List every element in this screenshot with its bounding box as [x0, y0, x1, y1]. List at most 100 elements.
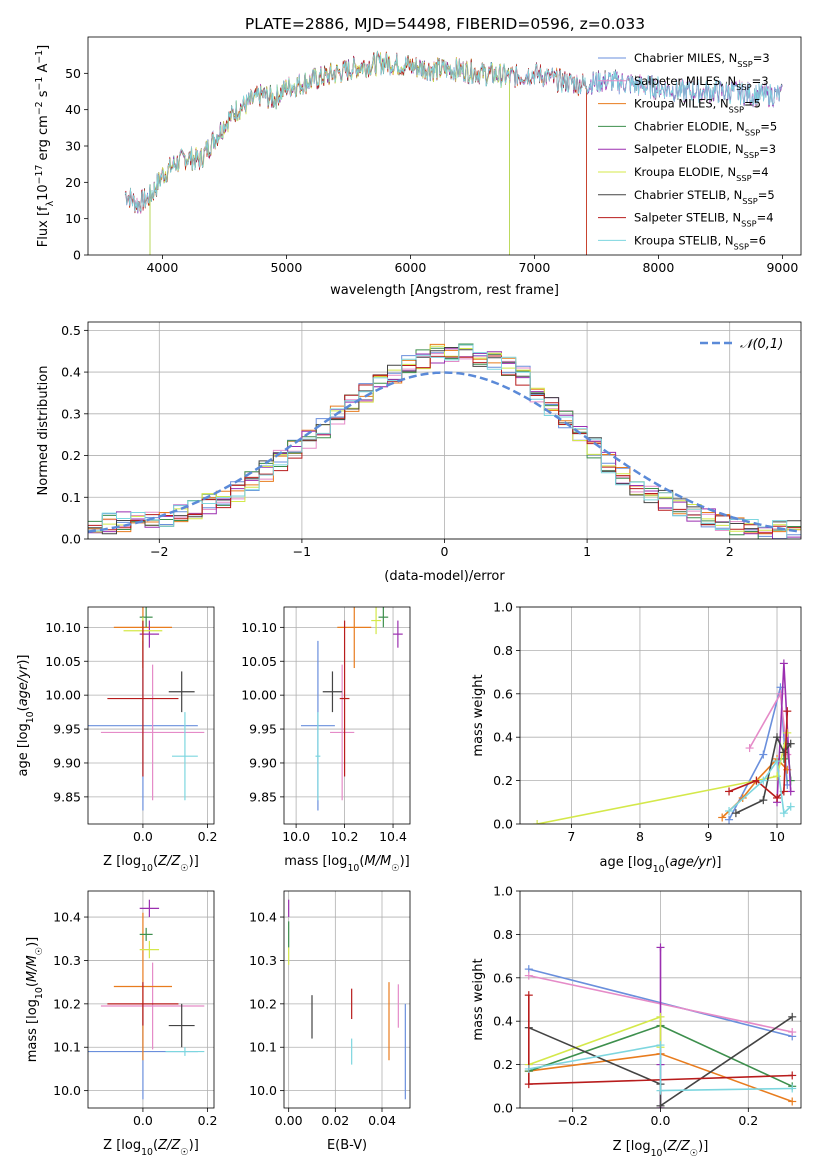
- legend-entry: Chabrier MILES, NSSP=3: [634, 51, 770, 69]
- plot-area: [124, 50, 783, 255]
- y-tick-label: 9.95: [53, 722, 81, 737]
- x-tick-label: 5000: [270, 260, 302, 275]
- x-tick-label: 8000: [642, 260, 674, 275]
- y-axis-label: Flux [fλ10−17 erg cm−2 s−1 A−1]: [34, 45, 56, 247]
- x-axis-label: Z [log10(Z/Z☉)]: [103, 1138, 199, 1158]
- chart-panel-8: −0.2 0.0 0.2 0.0 0.2 0.4 0.6 0.8 1.0 Z [log10(Z/Z…: [471, 884, 802, 1159]
- x-axis-label: Z [log10(Z/Z☉)]: [613, 1139, 709, 1159]
- chart-panel-6: 0.0 0.2 10.0 10.1 10.2 10.3 10.4 Z [log10(Z/Z☉)…: [25, 890, 218, 1158]
- y-tick-label: 0.0: [493, 817, 513, 832]
- weight-series-7: [528, 1016, 793, 1108]
- y-axis-label: Normed distribution: [36, 366, 51, 496]
- chart-panel-4: 10.0 10.2 10.4 9.85 9.90 9.95 10.00 10.05 10.10 m…: [241, 606, 411, 874]
- x-tick-label: 0.2: [198, 829, 218, 844]
- y-tick-label: 0.5: [61, 323, 81, 338]
- y-tick-label: 0.2: [493, 1057, 513, 1072]
- plot-area: [288, 899, 406, 1100]
- y-tick-label: 0.0: [493, 1101, 513, 1116]
- x-tick-label: 9000: [766, 260, 798, 275]
- legend-entry: Chabrier ELODIE, NSSP=5: [634, 119, 777, 137]
- chart-panel-2: −2 −1 0 1 2 0.0 0.1 0.2 0.3 0.4 0.5 𝒩(0,1) (data-mod…: [36, 321, 802, 584]
- y-tick-label: 40: [65, 102, 81, 117]
- y-tick-label: 9.90: [53, 755, 81, 770]
- y-tick-label: 0.4: [493, 730, 513, 745]
- y-tick-label: 10.3: [249, 953, 277, 968]
- y-tick-label: 10.00: [241, 688, 277, 703]
- y-tick-label: 10.2: [249, 996, 277, 1011]
- plot-area: [88, 343, 801, 539]
- axes-frame: [87, 321, 802, 540]
- x-tick-label: 0.0: [133, 829, 153, 844]
- y-tick-label: 9.85: [249, 789, 277, 804]
- x-tick-label: 7000: [518, 260, 550, 275]
- x-axis-label: (data-model)/error: [384, 569, 505, 584]
- y-axis-label: mass weight: [471, 674, 486, 756]
- y-tick-label: 0.2: [61, 448, 81, 463]
- histogram-series-9: [88, 344, 801, 539]
- y-tick-label: 10.05: [45, 654, 81, 669]
- y-tick-label: 10.10: [241, 620, 277, 635]
- y-tick-label: 10.1: [53, 1040, 81, 1055]
- legend-entry: Kroupa MILES, NSSP=5: [634, 97, 761, 115]
- normal-reference-curve: [88, 371, 801, 533]
- axes-frame: [283, 890, 411, 1109]
- legend-entry: 𝒩(0,1): [740, 337, 783, 352]
- x-axis-label: mass [log10(M/M☉)]: [284, 854, 410, 874]
- plot-area: [300, 607, 403, 811]
- y-tick-label: 10.1: [249, 1040, 277, 1055]
- plot-area: [533, 659, 795, 824]
- x-tick-label: 0.02: [321, 1113, 349, 1128]
- axes-frame: [519, 890, 802, 1109]
- y-tick-label: 0.8: [493, 643, 513, 658]
- x-tick-label: 10.2: [331, 829, 359, 844]
- x-tick-label: 0.0: [651, 1113, 671, 1128]
- x-tick-label: 0: [441, 544, 449, 559]
- histogram-series-8: [88, 355, 801, 534]
- y-tick-label: 0.4: [61, 365, 81, 380]
- y-tick-label: 0.4: [493, 1014, 513, 1029]
- y-tick-label: 0.2: [493, 773, 513, 788]
- y-tick-label: 10.3: [53, 953, 81, 968]
- y-tick-label: 1.0: [493, 884, 513, 899]
- y-tick-label: 10.4: [53, 910, 81, 925]
- axes-frame: [87, 606, 215, 825]
- x-axis-label: wavelength [Angstrom, rest frame]: [330, 283, 559, 298]
- x-axis-label: age [log10(age/yr)]: [599, 855, 721, 875]
- x-tick-label: 0.04: [368, 1113, 396, 1128]
- x-tick-label: 4000: [146, 260, 178, 275]
- legend-entry: Kroupa STELIB, NSSP=6: [634, 233, 766, 251]
- y-tick-label: 9.90: [249, 755, 277, 770]
- y-tick-label: 50: [65, 66, 81, 81]
- x-tick-label: 0.0: [133, 1113, 153, 1128]
- y-tick-label: 10.05: [241, 654, 277, 669]
- weight-series-9: [528, 1044, 793, 1092]
- y-axis-label: age [log10(age/yr)]: [16, 654, 36, 776]
- y-tick-label: 0.6: [493, 686, 513, 701]
- x-tick-label: 0.2: [738, 1113, 758, 1128]
- y-tick-label: 10.10: [45, 620, 81, 635]
- x-axis-label: Z [log10(Z/Z☉)]: [103, 854, 199, 874]
- x-tick-label: 9: [704, 829, 712, 844]
- x-tick-label: 0.2: [198, 1113, 218, 1128]
- y-tick-label: 10.2: [53, 996, 81, 1011]
- axes-frame: [87, 36, 802, 256]
- weight-series-6: [536, 732, 789, 824]
- y-tick-label: 30: [65, 139, 81, 154]
- x-tick-label: 10: [769, 829, 785, 844]
- x-tick-label: 8: [636, 829, 644, 844]
- x-tick-label: 1: [583, 544, 591, 559]
- x-tick-label: 0.00: [275, 1113, 303, 1128]
- legend-entry: Salpeter MILES, NSSP=3: [634, 74, 769, 92]
- y-tick-label: 10.4: [249, 910, 277, 925]
- axes-frame: [519, 606, 802, 825]
- y-tick-label: 9.95: [249, 722, 277, 737]
- x-tick-label: −0.2: [558, 1113, 588, 1128]
- plot-area: [88, 899, 205, 1100]
- legend-entry: Salpeter STELIB, NSSP=4: [634, 211, 774, 229]
- y-axis-label: mass weight: [471, 958, 486, 1040]
- x-tick-label: 2: [726, 544, 734, 559]
- y-tick-label: 0.3: [61, 406, 81, 421]
- x-tick-label: 7: [567, 829, 575, 844]
- y-tick-label: 10.0: [249, 1083, 277, 1098]
- x-axis-label: E(B-V): [327, 1138, 367, 1153]
